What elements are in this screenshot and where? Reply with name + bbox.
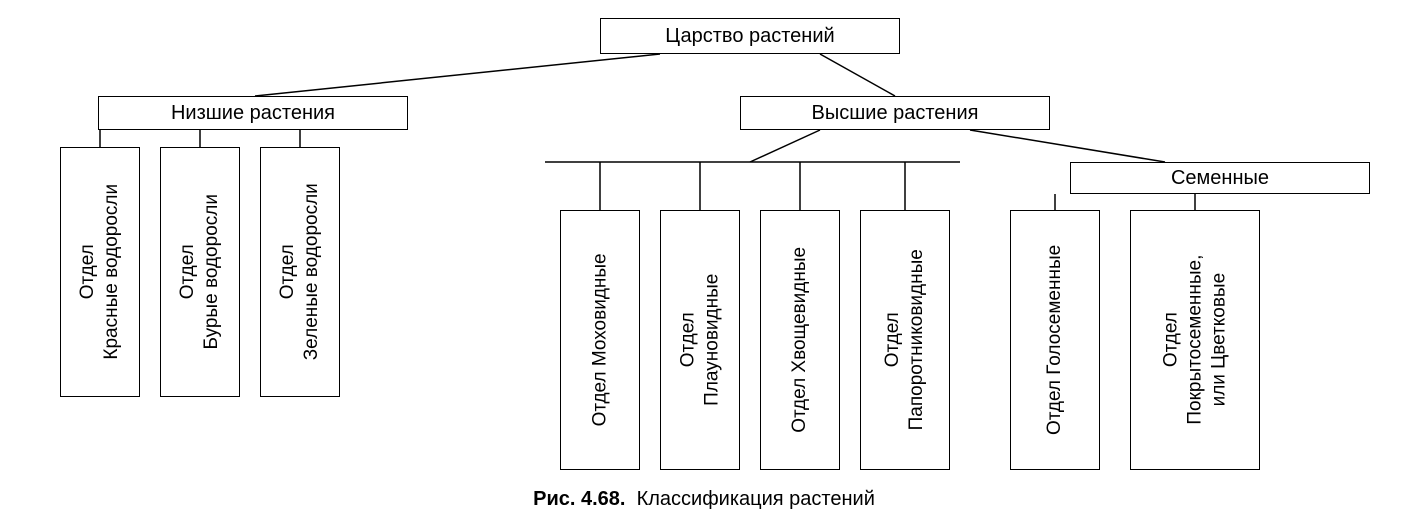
leaf-moss-label: Отдел Моховидные	[588, 254, 612, 427]
leaf-gymnosperm: Отдел Голосеменные	[1010, 210, 1100, 470]
leaf-gymnosperm-label: Отдел Голосеменные	[1043, 245, 1067, 435]
figure-caption-text: Классификация растений	[637, 488, 875, 510]
leaf-brown-algae: Отдел Бурые водоросли	[160, 147, 240, 397]
leaf-lycopod-label: Отдел Плауновидные	[676, 274, 724, 406]
leaf-horsetail: Отдел Хвощевидные	[760, 210, 840, 470]
node-seed-label: Семенные	[1171, 166, 1269, 190]
leaf-angiosperm: Отдел Покрытосеменные, или Цветковые	[1130, 210, 1260, 470]
leaf-fern-label: Отдел Папоротниковидные	[881, 249, 929, 430]
leaf-brown-algae-label: Отдел Бурые водоросли	[176, 194, 224, 349]
node-root-label: Царство растений	[665, 24, 834, 48]
leaf-angiosperm-label: Отдел Покрытосеменные, или Цветковые	[1159, 255, 1230, 425]
node-lower: Низшие растения	[98, 96, 408, 130]
node-higher-label: Высшие растения	[812, 101, 979, 125]
figure-caption-prefix: Рис. 4.68.	[533, 488, 625, 510]
leaf-moss: Отдел Моховидные	[560, 210, 640, 470]
leaf-red-algae-label: Отдел Красные водоросли	[76, 184, 124, 360]
leaf-lycopod: Отдел Плауновидные	[660, 210, 740, 470]
leaf-horsetail-label: Отдел Хвощевидные	[788, 247, 812, 433]
leaf-green-algae: Отдел Зеленые водоросли	[260, 147, 340, 397]
node-seed: Семенные	[1070, 162, 1370, 194]
leaf-fern: Отдел Папоротниковидные	[860, 210, 950, 470]
leaf-green-algae-label: Отдел Зеленые водоросли	[276, 183, 324, 360]
node-root: Царство растений	[600, 18, 900, 54]
diagram-stage: Царство растений Низшие растения Высшие …	[0, 0, 1408, 522]
figure-caption: Рис. 4.68. Классификация растений	[0, 488, 1408, 511]
node-lower-label: Низшие растения	[171, 101, 335, 125]
leaf-red-algae: Отдел Красные водоросли	[60, 147, 140, 397]
node-higher: Высшие растения	[740, 96, 1050, 130]
